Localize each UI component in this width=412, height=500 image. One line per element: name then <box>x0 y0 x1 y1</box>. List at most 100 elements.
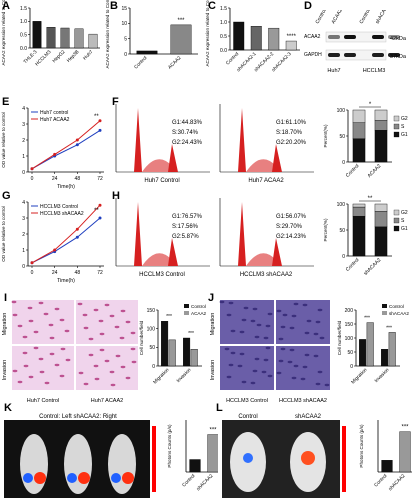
cell-stain <box>43 312 49 316</box>
s-percent: S:29.70% <box>276 224 303 230</box>
stacked-bar-segment <box>352 206 366 217</box>
chart-panel-c: 0.0 0.5 1.0 1.5 ACAA2 expression related to … <box>205 0 300 73</box>
s-percent: S:17.56% <box>172 224 199 230</box>
x-tick-label: Control <box>133 55 148 70</box>
panel-letter-i: I <box>4 292 8 304</box>
cell-stain <box>17 324 23 328</box>
cell-stain <box>267 374 273 378</box>
y-tick-label: 1.0 <box>20 19 27 25</box>
cell-stain <box>317 370 323 374</box>
cell-stain <box>282 313 288 317</box>
cell-stain <box>115 354 121 358</box>
blot-band <box>328 35 340 39</box>
cell-stain <box>226 375 232 379</box>
cell-stain <box>226 313 232 317</box>
x-tick-label: 24 <box>52 176 58 182</box>
bar <box>170 24 192 55</box>
cell-stain <box>28 319 34 323</box>
transwell-images-j: Migration Invasion HCCLM3 Control HCCLM3 sh… <box>210 300 330 404</box>
cell-stain <box>261 370 267 374</box>
cell-stain <box>250 381 256 385</box>
cell-stain <box>252 307 258 311</box>
x-tick-label: shACAA2 <box>387 473 406 492</box>
row-label: Migration <box>2 313 8 336</box>
x-tick-label: 24 <box>52 270 58 276</box>
cell-stain <box>65 358 71 362</box>
flow-caption: HCCLM3 shACAA2 <box>240 272 293 278</box>
cell-stain <box>94 377 100 381</box>
y-tick-label: 100 <box>337 202 346 208</box>
cell-stain <box>33 346 39 350</box>
cell-stain <box>22 335 28 339</box>
y-axis-label: Photons Counts (p/s) <box>167 424 172 468</box>
legend-swatch <box>184 311 189 315</box>
color-scale-bar <box>342 426 346 492</box>
significance-mark: *** <box>166 314 172 320</box>
legend-label: ACAA2 <box>191 311 207 316</box>
y-tick-label: 1.0 <box>220 20 227 26</box>
x-tick-label: shACAA2 <box>363 257 383 277</box>
cell-stain <box>278 359 284 363</box>
g2-percent: G2:24.43% <box>172 140 203 146</box>
cell-stain <box>252 369 258 373</box>
cell-stain <box>12 369 18 373</box>
row-label: Migration <box>210 313 216 336</box>
cell-stain <box>250 319 256 323</box>
legend-swatch <box>393 123 400 130</box>
data-point <box>98 216 102 220</box>
cell-stain <box>319 336 325 340</box>
cell-stain <box>130 331 136 335</box>
cell-stain <box>93 364 99 368</box>
flow-cytometry-f: G1:44.83% S:30.74% G2:24.43% Huh7 Control G1… <box>115 104 314 184</box>
x-tick-label: 72 <box>97 176 103 182</box>
data-point <box>30 261 34 265</box>
signal-left <box>67 473 77 483</box>
imaging-header: Control <box>238 414 257 420</box>
y-tick-label: 100 <box>147 326 156 332</box>
legend-swatch <box>382 304 387 308</box>
stacked-bar-segment <box>374 226 388 257</box>
blot-band <box>372 53 384 57</box>
significance-mark: *** <box>188 331 194 337</box>
y-tick-label: 15 <box>121 6 127 12</box>
s-phase-area <box>142 253 172 266</box>
row-label-acaa2: ACAA2 <box>304 34 321 40</box>
chart-panel-e: 0 1 2 3 4 OD value relative to control 0 24 48 72… <box>1 106 104 190</box>
signal-right <box>34 472 46 484</box>
legend-label: HCCLM3 shACAA2 <box>40 211 84 217</box>
cell-stain <box>291 314 297 318</box>
cell-stain <box>60 347 66 351</box>
color-scale-bar <box>152 426 156 492</box>
mouse-body <box>20 434 48 494</box>
cell-label-hcclm3: HCCLM3 <box>363 68 386 74</box>
cell-stain <box>104 359 110 363</box>
series-line <box>31 217 101 264</box>
y-tick-label: 1 <box>22 154 25 160</box>
cell-stain <box>237 364 243 368</box>
legend-label: G1 <box>401 132 408 138</box>
cell-stain <box>228 363 234 367</box>
g1-peak <box>232 202 246 266</box>
cell-label-huh7: Huh7 <box>327 68 340 74</box>
series-line <box>31 129 101 170</box>
row-label-gapdh: GAPDH <box>304 52 322 58</box>
y-tick-label: 100 <box>345 336 354 342</box>
cell-stain <box>109 370 115 374</box>
stacked-bar-segment <box>374 109 388 121</box>
cell-stain <box>125 376 131 380</box>
y-tick-label: 1 <box>22 248 25 254</box>
cell-stain <box>241 380 247 384</box>
bar <box>136 50 158 55</box>
cell-stain <box>54 363 60 367</box>
cell-stain <box>265 346 271 350</box>
y-tick-label: 100 <box>337 108 346 114</box>
cell-stain <box>289 348 295 352</box>
x-tick-label: shACAA2 <box>195 473 214 492</box>
chart-panel-h-stacked: 0 50 100 Percent(%) Control shACAA2 G2 S G1 ** <box>323 196 408 277</box>
legend-swatch <box>393 209 400 216</box>
data-point <box>53 152 57 156</box>
bar <box>388 332 396 367</box>
stacked-bar-segment <box>374 211 388 228</box>
bar <box>268 27 280 51</box>
y-tick-label: 0.0 <box>20 46 27 52</box>
